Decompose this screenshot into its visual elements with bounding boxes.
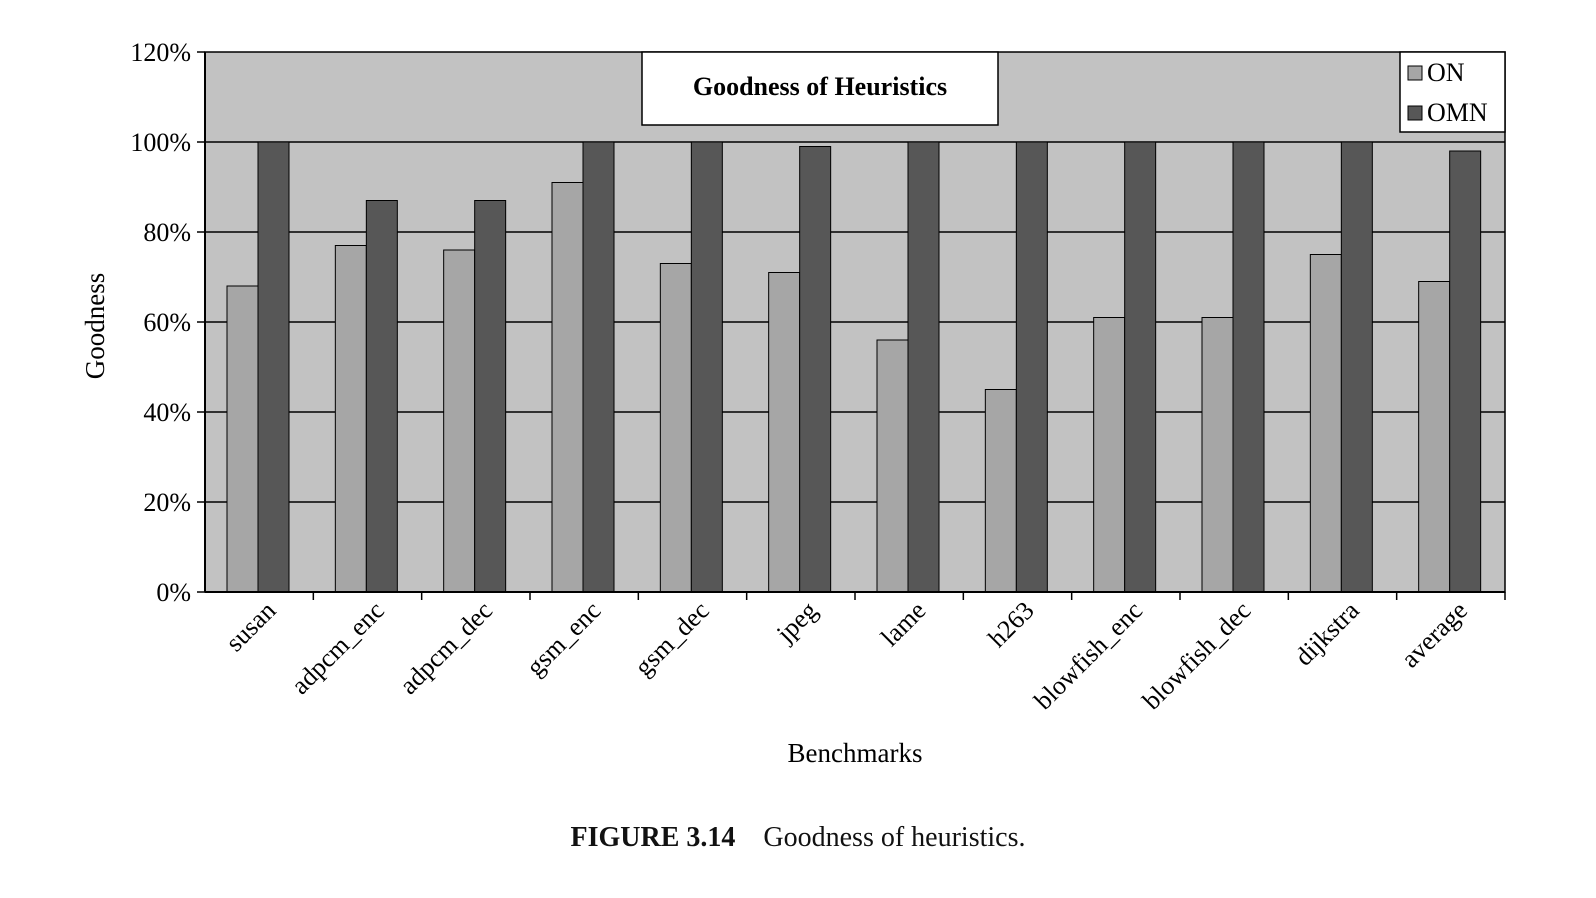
bar-omn-gsm-dec — [690, 141, 723, 593]
x-tick-label: blowfish_dec — [1137, 596, 1257, 716]
y-tick-label: 60% — [143, 308, 191, 337]
x-tick-label: susan — [220, 596, 281, 657]
legend-label-omn: OMN — [1427, 98, 1488, 127]
bar-on-jpeg — [768, 272, 801, 593]
y-tick-label: 80% — [143, 218, 191, 247]
legend: ON OMN — [1399, 51, 1506, 133]
bar-omn-gsm-enc — [582, 141, 615, 593]
y-tick-label: 100% — [130, 128, 191, 157]
bar-on-average — [1418, 281, 1451, 593]
bar-omn-susan — [257, 141, 290, 593]
x-tick-label: dijkstra — [1289, 595, 1365, 671]
x-tick-label: h263 — [982, 596, 1039, 653]
bar-on-h263 — [984, 389, 1017, 593]
x-tick-label: average — [1395, 596, 1473, 674]
y-axis-label: Goodness — [80, 273, 110, 380]
bar-on-susan — [226, 285, 259, 593]
bar-omn-adpcm-enc — [365, 200, 398, 593]
bar-on-lame — [876, 339, 909, 593]
bar-on-adpcm-dec — [443, 249, 476, 593]
figure-number: FIGURE 3.14 — [570, 822, 736, 853]
y-tick-label: 0% — [156, 578, 191, 607]
bar-omn-h263 — [1015, 141, 1048, 593]
x-tick-label: adpcm_enc — [286, 596, 390, 700]
bar-omn-adpcm-dec — [474, 200, 507, 593]
legend-label-on: ON — [1427, 58, 1465, 87]
bar-on-gsm-dec — [659, 263, 692, 593]
x-tick-label: lame — [875, 596, 931, 652]
bar-on-adpcm-enc — [334, 245, 367, 593]
chart-title-box: Goodness of Heuristics — [641, 51, 999, 126]
x-tick-label: gsm_enc — [521, 596, 607, 682]
chart: 0% 20% 40% 60% 80% 100% 120% susan adpcm_enc adp… — [80, 38, 1506, 768]
bar-omn-dijkstra — [1340, 141, 1373, 593]
x-tick-label: adpcm_dec — [394, 596, 498, 700]
x-tick-label: jpeg — [770, 596, 823, 649]
x-axis-label: Benchmarks — [788, 738, 923, 768]
y-tick-labels: 0% 20% 40% 60% 80% 100% 120% — [130, 38, 191, 607]
bar-omn-lame — [907, 141, 940, 593]
axes — [197, 51, 1506, 600]
x-tick-label: gsm_dec — [629, 596, 715, 682]
bar-omn-blowfish-enc — [1124, 141, 1157, 593]
bars — [226, 141, 1482, 593]
bar-omn-average — [1449, 150, 1482, 593]
legend-swatch-on — [1407, 65, 1423, 81]
figure-caption: FIGURE 3.14 Goodness of heuristics. — [0, 822, 1596, 854]
legend-swatch-omn — [1407, 105, 1423, 121]
bar-on-gsm-enc — [551, 182, 584, 593]
x-tick-labels: susan adpcm_enc adpcm_dec gsm_enc gsm_dec jpe… — [220, 595, 1473, 715]
y-tick-label: 20% — [143, 488, 191, 517]
bar-on-blowfish-dec — [1201, 317, 1234, 593]
y-tick-label: 120% — [130, 38, 191, 67]
bar-on-blowfish-enc — [1093, 317, 1126, 593]
bar-omn-blowfish-dec — [1232, 141, 1265, 593]
gridlines — [205, 141, 1505, 503]
y-tick-label: 40% — [143, 398, 191, 427]
x-tick-label: blowfish_enc — [1029, 596, 1149, 716]
bar-omn-jpeg — [799, 146, 832, 593]
figure-caption-text: Goodness of heuristics. — [763, 822, 1026, 853]
bar-on-dijkstra — [1309, 254, 1342, 593]
chart-title: Goodness of Heuristics — [693, 72, 947, 101]
